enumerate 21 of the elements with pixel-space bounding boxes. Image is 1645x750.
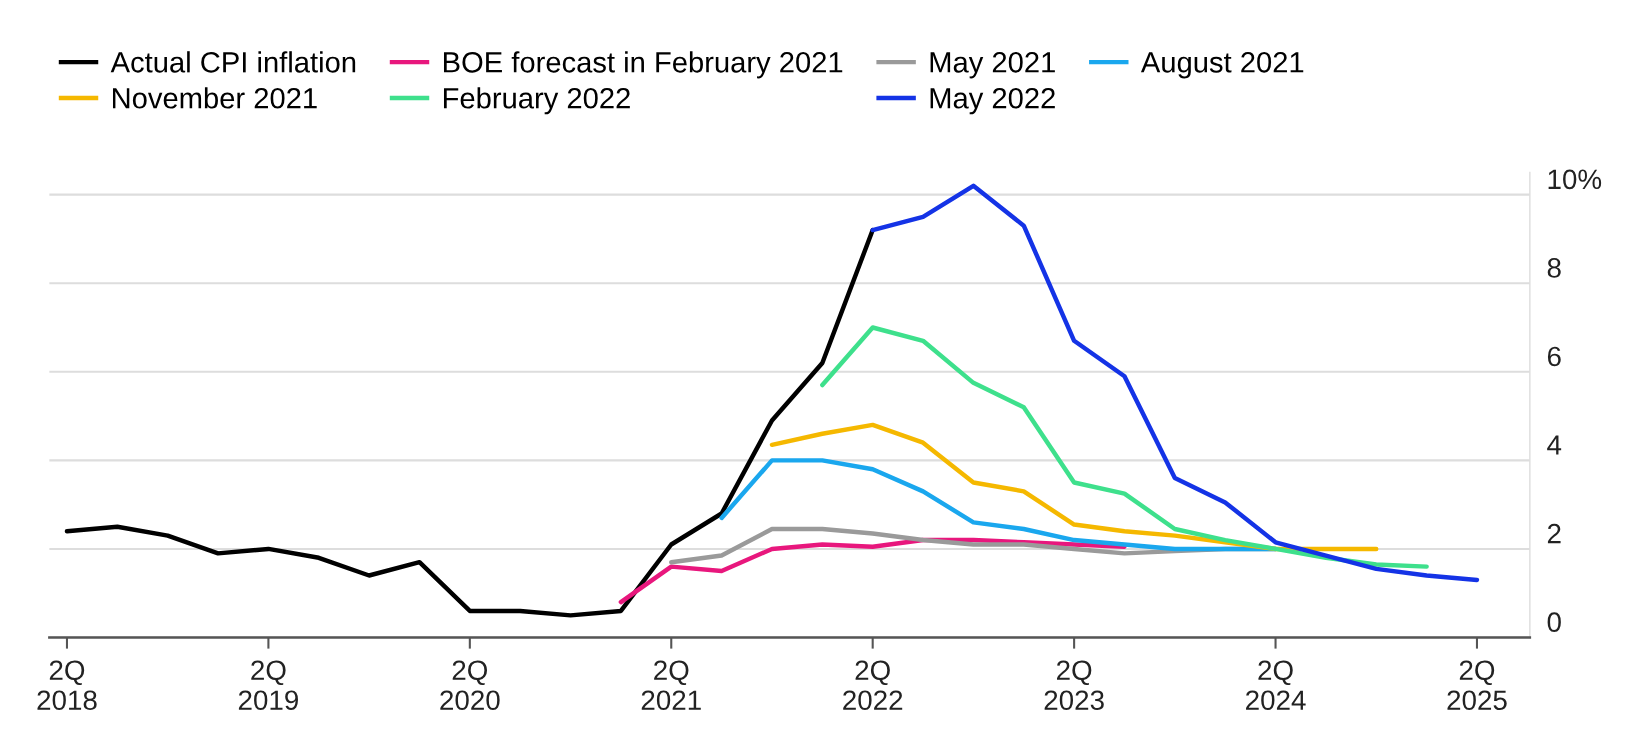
legend-label: BOE forecast in February 2021 xyxy=(443,51,843,79)
y-tick-label: 6 xyxy=(1547,346,1561,367)
legend-label: May 2021 xyxy=(930,51,1055,79)
x-tick-label: 2Q 2023 xyxy=(1044,660,1104,711)
x-tick-label: 2Q 2019 xyxy=(238,660,298,711)
x-tick-label: 2Q 2025 xyxy=(1447,660,1507,711)
x-tick-label: 2Q 2021 xyxy=(641,660,701,711)
y-tick-label: 0 xyxy=(1547,612,1561,633)
y-tick-label: 8 xyxy=(1547,258,1561,278)
legend-label: August 2021 xyxy=(1140,51,1304,79)
y-tick-label: 10% xyxy=(1548,169,1602,190)
legend-label: May 2022 xyxy=(930,87,1055,115)
y-tick-label: 4 xyxy=(1547,435,1562,455)
legend-label: Actual CPI inflation xyxy=(110,51,356,73)
x-tick-label: 2Q 2022 xyxy=(843,660,903,711)
legend-label: November 2021 xyxy=(112,87,317,109)
x-tick-label: 2Q 2024 xyxy=(1246,660,1306,711)
x-tick-label: 2Q 2020 xyxy=(440,660,500,711)
legend-label: February 2022 xyxy=(443,87,630,115)
x-tick-label: 2Q 2018 xyxy=(37,660,97,711)
y-tick-label: 2 xyxy=(1547,523,1561,544)
